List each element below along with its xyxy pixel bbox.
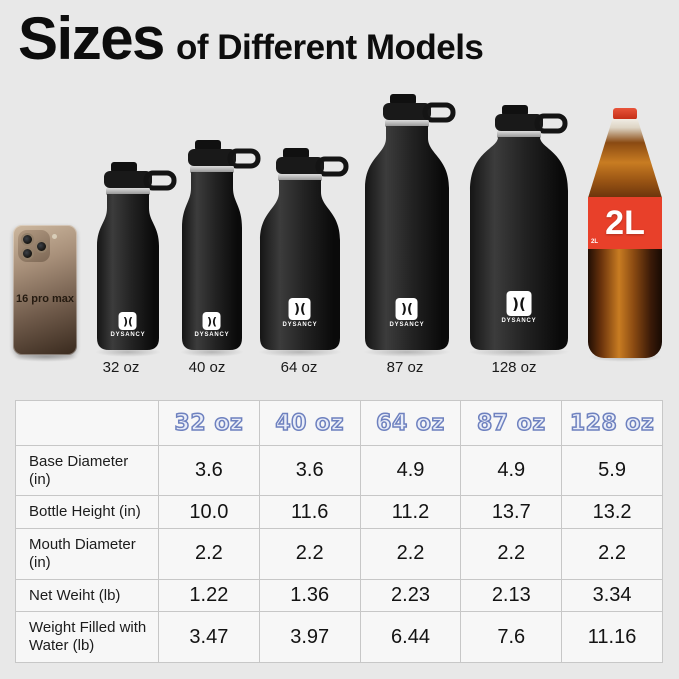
table-corner-cell xyxy=(15,400,159,446)
cola-lower-body xyxy=(588,249,662,358)
table-size-header: 40 oz xyxy=(258,400,361,446)
phone-label: 16 pro max xyxy=(15,293,75,305)
product-shadow xyxy=(258,347,342,357)
brand-logo: )( DYSANCY xyxy=(390,298,425,328)
product-shadow xyxy=(363,347,451,357)
page-title-main: Sizes xyxy=(18,5,165,72)
cola-volume-text: 2L xyxy=(605,204,645,242)
table-value-cell: 13.2 xyxy=(561,495,663,530)
brand-logo: )( DYSANCY xyxy=(111,312,146,338)
bottle-silhouette xyxy=(470,105,568,350)
table-value-cell: 13.7 xyxy=(460,495,563,530)
table-row-label: Base Diameter (in) xyxy=(15,444,159,497)
size-label-32oz: 32 oz xyxy=(102,359,140,376)
brand-name: DYSANCY xyxy=(110,332,146,338)
brand-mark-icon: )( xyxy=(288,298,311,320)
table-value-cell: 2.2 xyxy=(359,528,462,580)
camera-lens-icon xyxy=(21,233,34,246)
table-value-cell: 2.13 xyxy=(460,578,563,613)
table-value-cell: 2.23 xyxy=(359,578,462,613)
brand-name: DYSANCY xyxy=(194,332,230,338)
brand-mark-icon: )( xyxy=(202,312,221,330)
comparison-table: 32 oz 40 oz 64 oz 87 oz 128 oz Base Diam… xyxy=(15,400,663,663)
table-value-cell: 2.2 xyxy=(158,528,260,580)
page-title: Sizes of Different Models xyxy=(18,4,484,73)
table-value-cell: 4.9 xyxy=(460,444,563,497)
brand-logo: )( DYSANCY xyxy=(283,298,318,328)
table-value-cell: 1.22 xyxy=(158,578,260,613)
table-value-cell: 3.97 xyxy=(258,611,361,663)
table-row: Weight Filled with Water (lb) 3.47 3.97 … xyxy=(15,611,663,663)
table-value-cell: 7.6 xyxy=(460,611,563,663)
cola-2l-bottle: 2L 2L xyxy=(588,108,662,358)
bottle-32oz: )( DYSANCY xyxy=(95,162,177,352)
table-value-cell: 3.6 xyxy=(158,444,260,497)
brand-logo: )( DYSANCY xyxy=(195,312,230,338)
table-row: Base Diameter (in) 3.6 3.6 4.9 4.9 5.9 xyxy=(15,444,663,497)
camera-lens-icon xyxy=(21,247,34,260)
product-shadow xyxy=(13,352,79,362)
brand-mark-icon: )( xyxy=(118,312,137,330)
table-value-cell: 1.36 xyxy=(258,578,361,613)
table-size-header: 32 oz xyxy=(158,400,260,446)
brand-logo: )( DYSANCY xyxy=(502,291,537,324)
cola-neck xyxy=(588,119,662,198)
product-shadow xyxy=(468,347,570,357)
table-row-label: Weight Filled with Water (lb) xyxy=(15,611,159,663)
bottle-silhouette xyxy=(365,94,456,350)
table-value-cell: 5.9 xyxy=(561,444,663,497)
table-value-cell: 4.9 xyxy=(359,444,462,497)
cola-volume-side-text: 2L xyxy=(591,239,599,245)
bottle-87oz: )( DYSANCY xyxy=(363,94,456,352)
brand-mark-icon: )( xyxy=(395,298,418,320)
bottle-64oz: )( DYSANCY xyxy=(258,148,349,352)
bottle-silhouette xyxy=(182,140,261,350)
phone-16-pro-max: 16 pro max xyxy=(13,225,77,355)
cola-cap xyxy=(613,108,637,120)
table-value-cell: 10.0 xyxy=(158,495,260,530)
brand-mark-icon: )( xyxy=(506,291,532,316)
cola-label-band: 2L 2L xyxy=(588,197,662,250)
size-label-87oz: 87 oz xyxy=(386,359,424,376)
table-row-label: Net Weiht (lb) xyxy=(15,578,159,613)
table-value-cell: 2.2 xyxy=(561,528,663,580)
table-value-cell: 11.16 xyxy=(561,611,663,663)
size-label-40oz: 40 oz xyxy=(188,359,226,376)
table-value-cell: 3.34 xyxy=(561,578,663,613)
table-size-header: 64 oz xyxy=(359,400,462,446)
bottle-40oz: )( DYSANCY xyxy=(180,140,261,352)
bottle-silhouette xyxy=(260,148,349,350)
table-value-cell: 2.2 xyxy=(460,528,563,580)
brand-name: DYSANCY xyxy=(501,318,537,324)
phone-camera-module xyxy=(18,230,50,262)
size-label-64oz: 64 oz xyxy=(280,359,318,376)
size-label-128oz: 128 oz xyxy=(491,359,537,376)
product-shadow xyxy=(95,347,161,357)
table-row: Mouth Diameter (in) 2.2 2.2 2.2 2.2 2.2 xyxy=(15,528,663,580)
table-row: Net Weiht (lb) 1.22 1.36 2.23 2.13 3.34 xyxy=(15,578,663,613)
table-row-label: Mouth Diameter (in) xyxy=(15,528,159,580)
bottle-silhouette xyxy=(97,162,177,350)
table-row-label: Bottle Height (in) xyxy=(15,495,159,530)
table-size-header: 128 oz xyxy=(561,400,663,446)
camera-flash-icon xyxy=(52,234,57,239)
table-value-cell: 3.6 xyxy=(258,444,361,497)
camera-lens-icon xyxy=(35,240,48,253)
table-value-cell: 11.2 xyxy=(359,495,462,530)
table-value-cell: 11.6 xyxy=(258,495,361,530)
bottle-128oz: )( DYSANCY xyxy=(468,105,570,352)
page-title-suffix: of Different Models xyxy=(175,28,484,67)
table-value-cell: 3.47 xyxy=(158,611,260,663)
table-size-header: 87 oz xyxy=(460,400,563,446)
table-value-cell: 2.2 xyxy=(258,528,361,580)
table-header-row: 32 oz 40 oz 64 oz 87 oz 128 oz xyxy=(15,400,663,446)
product-shadow xyxy=(180,347,244,357)
table-row: Bottle Height (in) 10.0 11.6 11.2 13.7 1… xyxy=(15,495,663,530)
table-value-cell: 6.44 xyxy=(359,611,462,663)
brand-name: DYSANCY xyxy=(282,322,318,328)
brand-name: DYSANCY xyxy=(389,322,425,328)
